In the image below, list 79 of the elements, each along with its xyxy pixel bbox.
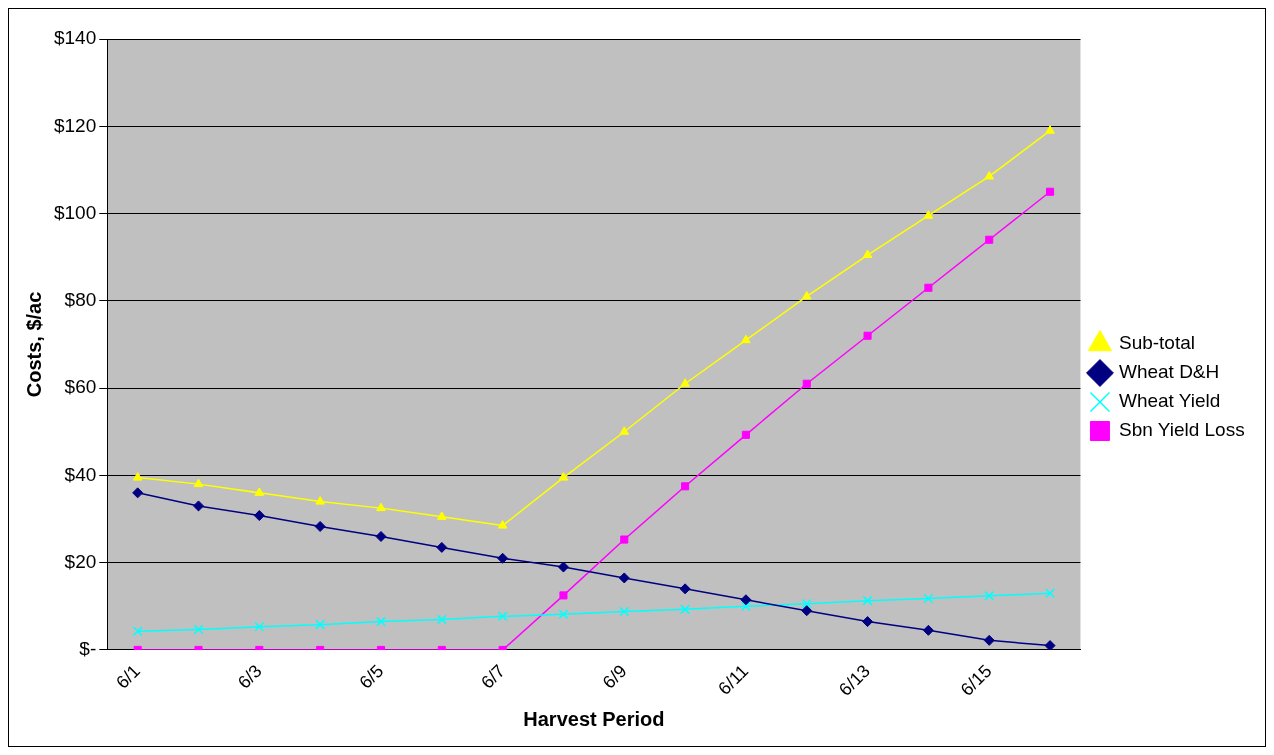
point xyxy=(253,510,265,522)
point xyxy=(740,594,752,606)
point xyxy=(740,601,751,612)
y-tick-label: $100 xyxy=(53,201,97,223)
x-tick-label: 6/13 xyxy=(834,660,874,700)
point xyxy=(375,616,386,627)
point xyxy=(193,624,204,635)
x-tick-label: 6/15 xyxy=(956,660,996,700)
y-tick-label: $80 xyxy=(64,289,97,311)
point xyxy=(132,472,143,481)
point xyxy=(618,572,630,584)
x-tick-label: 6/9 xyxy=(598,660,631,693)
point xyxy=(1044,640,1056,650)
point xyxy=(863,331,872,340)
point xyxy=(315,496,325,505)
point xyxy=(680,378,690,387)
point xyxy=(923,593,934,604)
point xyxy=(924,283,933,292)
x-tick-label: 6/7 xyxy=(477,660,509,693)
x-axis-title: Harvest Period xyxy=(523,707,665,730)
point xyxy=(862,249,873,259)
y-tick-label: $60 xyxy=(64,376,97,398)
point xyxy=(984,170,995,180)
x-tick-label: 6/3 xyxy=(233,660,266,693)
point xyxy=(193,500,204,512)
y-tick-label: $20 xyxy=(64,550,97,572)
point xyxy=(254,487,265,496)
point xyxy=(741,334,751,344)
point xyxy=(801,290,812,300)
point xyxy=(801,598,812,609)
y-tick-label: $140 xyxy=(53,27,97,49)
x-tick-label: 6/11 xyxy=(714,660,753,699)
point xyxy=(558,609,569,620)
point xyxy=(923,210,934,219)
point xyxy=(983,634,995,646)
point xyxy=(984,590,995,601)
point xyxy=(132,626,143,637)
y-axis-title: Costs, $/ac xyxy=(22,291,45,398)
point xyxy=(679,583,691,595)
point xyxy=(375,530,387,542)
point xyxy=(1045,125,1055,134)
point xyxy=(315,619,326,630)
point xyxy=(620,535,629,544)
point xyxy=(497,520,508,529)
point xyxy=(619,606,630,617)
point xyxy=(1046,187,1055,196)
point xyxy=(619,426,630,435)
y-tick-label: $120 xyxy=(53,114,97,136)
point xyxy=(314,520,326,532)
legend-label: Wheat Yield xyxy=(1118,390,1221,412)
point xyxy=(558,472,569,481)
point xyxy=(862,595,873,606)
point xyxy=(436,614,447,625)
point xyxy=(376,502,386,512)
legend-label: Sub-total xyxy=(1118,332,1195,354)
y-tick-label: $- xyxy=(79,638,97,660)
point xyxy=(985,235,994,244)
point xyxy=(802,379,811,388)
point xyxy=(132,487,144,499)
x-tick-label: 6/5 xyxy=(355,660,388,693)
point xyxy=(254,621,265,632)
point xyxy=(801,605,813,617)
x-tick-label: 6/1 xyxy=(112,660,145,693)
point xyxy=(862,616,874,628)
point xyxy=(681,482,690,491)
point xyxy=(436,511,447,520)
point xyxy=(1045,588,1056,599)
point xyxy=(557,561,569,573)
point xyxy=(559,591,568,600)
y-tick-label: $40 xyxy=(64,463,97,485)
point xyxy=(680,604,691,615)
point xyxy=(741,430,750,439)
point xyxy=(436,541,448,553)
point xyxy=(497,611,508,622)
legend-label: Sbn Yield Loss xyxy=(1118,419,1245,441)
point xyxy=(193,478,204,488)
point xyxy=(922,624,934,636)
point xyxy=(497,552,509,564)
legend-label: Wheat D&H xyxy=(1118,361,1220,383)
